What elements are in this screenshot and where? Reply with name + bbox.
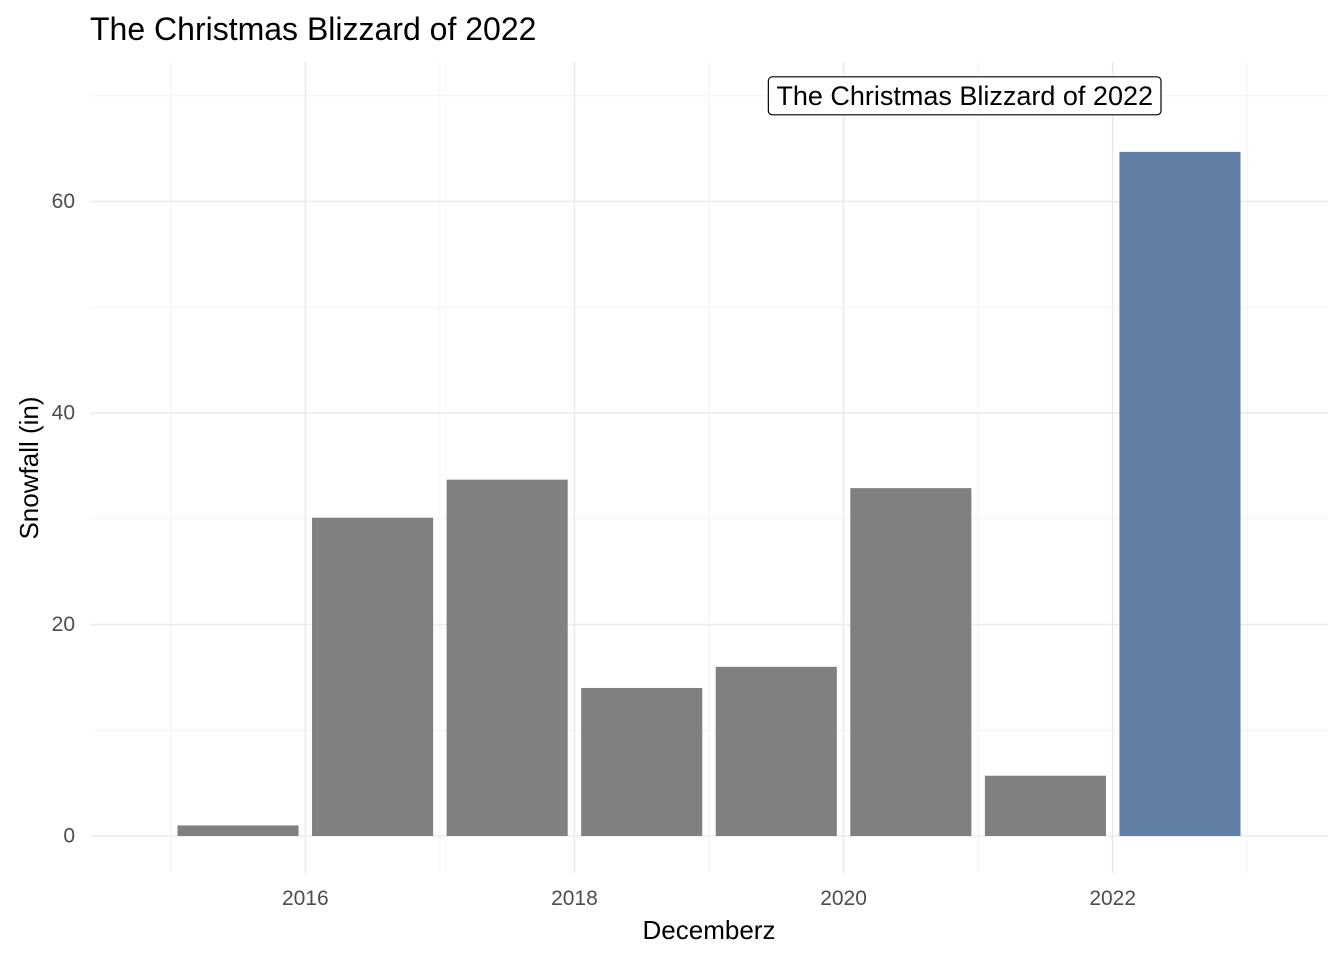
chart-title: The Christmas Blizzard of 2022 [90, 11, 536, 47]
y-tick-label: 20 [52, 613, 75, 636]
bar-2018 [581, 687, 703, 836]
y-axis-ticks: 0 20 40 60 [52, 190, 75, 847]
bar-2022 [1119, 151, 1241, 836]
x-tick-label: 2016 [282, 887, 329, 910]
y-tick-label: 40 [52, 402, 75, 425]
bar-2019 [715, 666, 837, 836]
y-tick-label: 60 [52, 190, 75, 213]
y-axis-title: Snowfall (in) [14, 396, 44, 539]
x-tick-label: 2020 [820, 887, 867, 910]
x-axis-ticks: 2016 2018 2020 2022 [282, 887, 1136, 910]
y-tick-label: 0 [63, 824, 75, 847]
x-tick-label: 2018 [551, 887, 598, 910]
x-tick-label: 2022 [1089, 887, 1136, 910]
bar-2016 [312, 517, 434, 836]
bar-2015 [177, 825, 299, 836]
bar-2017 [446, 479, 568, 836]
annotation-text: The Christmas Blizzard of 2022 [776, 81, 1153, 111]
bar-2021 [984, 775, 1106, 836]
annotation-label: The Christmas Blizzard of 2022 [767, 76, 1162, 116]
x-axis-title: Decemberz [643, 915, 776, 945]
annotation-box [767, 76, 1162, 116]
bar-2020 [850, 488, 972, 836]
bars [177, 151, 1241, 836]
